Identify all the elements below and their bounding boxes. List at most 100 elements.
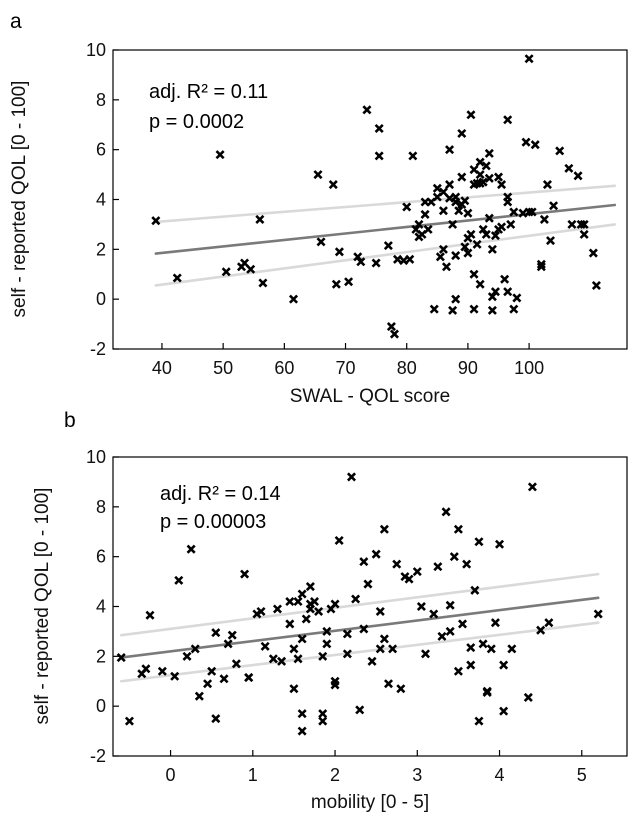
panel-b-data-point-69 — [383, 679, 394, 689]
panel-b-data-point-84 — [449, 552, 459, 562]
panel-b-data-point-37 — [297, 634, 307, 644]
panel-a-data-point-97 — [506, 219, 516, 229]
panel-a-data-point-3 — [221, 267, 231, 277]
panel-b-data-point-49 — [322, 639, 332, 649]
panel-a-data-point-94 — [503, 192, 513, 202]
panel-a-data-point-90 — [497, 180, 507, 190]
panel-b-data-point-70 — [388, 644, 398, 654]
panel-b-data-point-33 — [293, 596, 303, 607]
panel-b-data-point-28 — [277, 656, 287, 666]
panel-b-data-point-53 — [330, 599, 340, 609]
panel-b-data-point-85 — [453, 524, 463, 534]
panel-a-data-point-58 — [457, 128, 467, 138]
panel-b-data-point-11 — [194, 691, 204, 701]
panel-b-data-point-93 — [474, 716, 484, 726]
panel-a-data-point-55 — [454, 206, 464, 216]
panel-a-r2-annotation: adj. R² = 0.11 — [149, 81, 268, 103]
panel-a-data-point-121 — [591, 280, 601, 290]
panel-a-data-point-18 — [362, 105, 372, 115]
panel-b-data-point-52 — [330, 680, 340, 690]
panel-b-data-point-65 — [375, 606, 385, 617]
panel-b-data-point-40 — [305, 582, 315, 592]
panel-b-data-point-42 — [305, 604, 315, 614]
panel-b-ytick-label-1: 0 — [96, 696, 106, 716]
panel-a-data-point-61 — [463, 248, 473, 258]
panel-b-points — [116, 472, 603, 736]
panel-b-data-point-19 — [231, 659, 241, 669]
panel-b-data-point-43 — [309, 596, 320, 607]
panel-a-data-point-112 — [549, 201, 559, 211]
panel-a-ytick-label-5: 8 — [96, 90, 106, 110]
panel-b-data-point-107 — [593, 609, 603, 619]
panel-a-data-point-76 — [478, 224, 488, 234]
panel-b-data-point-10 — [190, 644, 200, 654]
panel-b-data-point-59 — [355, 705, 365, 715]
panel-a-data-point-24 — [389, 329, 399, 339]
panel-a-ytick-label-6: 10 — [86, 40, 106, 60]
panel-b-data-point-36 — [297, 726, 307, 736]
panel-a-data-point-63 — [463, 208, 473, 218]
panel-b-data-point-30 — [285, 596, 295, 607]
panel-a-data-point-103 — [524, 54, 534, 64]
panel-b-data-point-87 — [458, 619, 468, 629]
panel-b-r2-annotation: adj. R² = 0.14 — [160, 483, 281, 505]
panel-a-data-point-17 — [356, 257, 366, 267]
panel-b-data-point-96 — [482, 687, 492, 697]
panel-a-data-point-101 — [518, 208, 528, 218]
panel-b-data-point-14 — [211, 628, 221, 638]
panel-b-xtick-label-2: 2 — [330, 765, 340, 785]
panel-a-xtick-label-4: 80 — [397, 358, 417, 378]
panel-a-data-point-71 — [472, 239, 482, 249]
panel-b-data-point-75 — [412, 567, 422, 577]
panel-b-data-point-13 — [207, 666, 217, 676]
panel-a-data-point-0 — [151, 216, 161, 226]
panel-a-ytick-label-4: 6 — [96, 140, 106, 160]
panel-b-data-point-25 — [260, 641, 270, 651]
panel-a-data-point-65 — [466, 110, 476, 120]
panel-b-data-point-20 — [240, 569, 250, 579]
panel-a-data-point-25 — [393, 254, 403, 264]
panel-b-data-point-89 — [466, 660, 476, 670]
panel-a: a 40 50 60 70 80 90 100 -2 0 2 4 6 8 10 adj. R² = 0.… — [9, 10, 628, 407]
panel-a-y-axis-label: self - reported QOL [0 - 100] — [9, 81, 30, 318]
panel-b-data-point-31 — [289, 644, 299, 654]
panel-a-label: a — [10, 10, 22, 33]
panel-b-data-point-102 — [507, 644, 517, 654]
panel-b-data-point-8 — [182, 651, 192, 661]
panel-b-xtick-label-0: 0 — [166, 765, 176, 785]
panel-b-xtick-label-1: 1 — [248, 765, 258, 785]
panel-a-ytick-label-3: 4 — [96, 190, 106, 210]
panel-a-p-annotation: p = 0.0002 — [149, 111, 244, 133]
panel-a-xtick-label-6: 100 — [514, 358, 544, 378]
panel-b-data-point-18 — [227, 630, 237, 640]
panel-a-data-point-16 — [353, 252, 363, 262]
panel-b-regression — [119, 572, 600, 683]
panel-a-data-point-53 — [451, 192, 461, 202]
panel-a-data-point-99 — [509, 304, 519, 314]
panel-b-ytick-label-6: 10 — [86, 447, 106, 467]
panel-a-data-point-41 — [435, 252, 445, 262]
panel-b-data-point-45 — [318, 709, 328, 719]
panel-b-data-point-4 — [145, 610, 155, 620]
panel-b-data-point-76 — [416, 601, 426, 612]
panel-a-data-point-10 — [313, 170, 323, 180]
panel-a-xtick-label-0: 40 — [152, 358, 172, 378]
panel-a-data-point-20 — [374, 123, 384, 134]
panel-b-data-point-48 — [322, 626, 332, 636]
panel-b-data-point-35 — [297, 709, 307, 719]
panel-b-data-point-94 — [478, 639, 488, 649]
panel-b-fit-line — [119, 596, 600, 659]
panel-a-data-point-111 — [545, 236, 556, 246]
panel-b-data-point-5 — [157, 666, 167, 676]
panel-a-points — [151, 54, 601, 339]
panel-b-data-point-79 — [433, 562, 443, 572]
panel-a-data-point-95 — [503, 115, 513, 125]
panel-b-data-point-80 — [437, 631, 447, 641]
panel-a-data-point-34 — [420, 209, 430, 219]
panel-b-data-point-66 — [375, 644, 385, 654]
panel-b-p-annotation: p = 0.00003 — [160, 511, 266, 533]
panel-b-data-point-64 — [371, 549, 381, 559]
panel-a-data-point-60 — [460, 196, 470, 206]
panel-a-data-point-81 — [484, 213, 494, 223]
panel-a-data-point-82 — [484, 173, 494, 183]
